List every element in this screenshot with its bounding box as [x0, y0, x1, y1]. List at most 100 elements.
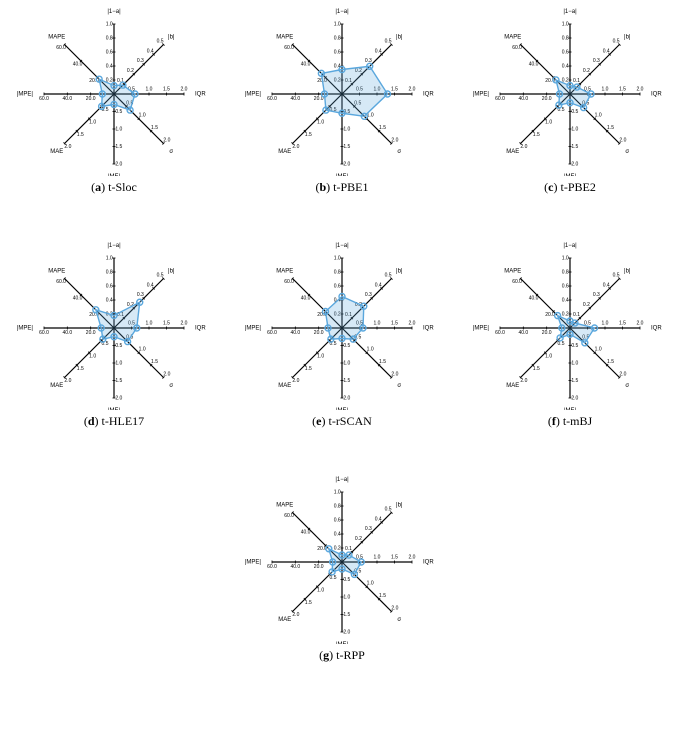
- svg-text:2.0: 2.0: [520, 378, 527, 384]
- axis-label: MAE: [506, 149, 519, 155]
- svg-text:0.5: 0.5: [571, 343, 578, 349]
- svg-text:20.0: 20.0: [314, 564, 324, 570]
- svg-text:60.0: 60.0: [284, 45, 294, 51]
- svg-text:0.8: 0.8: [334, 35, 341, 41]
- svg-text:0.4: 0.4: [334, 531, 341, 537]
- svg-text:0.4: 0.4: [603, 282, 610, 288]
- svg-text:2.0: 2.0: [64, 378, 71, 384]
- svg-text:0.8: 0.8: [106, 35, 113, 41]
- svg-text:1.5: 1.5: [151, 125, 158, 131]
- svg-text:1.0: 1.0: [571, 360, 578, 366]
- svg-text:1.5: 1.5: [379, 359, 386, 365]
- axis-label: |MPE|: [17, 92, 34, 98]
- svg-text:2.0: 2.0: [619, 371, 626, 377]
- chart-caption: (e) t-rSCAN: [228, 414, 456, 429]
- svg-text:0.5: 0.5: [157, 272, 164, 278]
- svg-text:60.0: 60.0: [56, 45, 66, 51]
- svg-text:2.0: 2.0: [391, 137, 398, 143]
- caption-tag: (a): [91, 180, 105, 194]
- axis-label: |b|: [624, 268, 631, 274]
- axis-label: MAPE: [48, 34, 65, 40]
- axis-label: σ: [397, 149, 401, 155]
- svg-text:1.5: 1.5: [571, 144, 578, 150]
- svg-text:2.0: 2.0: [64, 144, 71, 150]
- caption-text: t-PBE1: [330, 180, 368, 194]
- svg-text:60.0: 60.0: [56, 279, 66, 285]
- svg-text:0.4: 0.4: [375, 516, 382, 522]
- svg-text:40.0: 40.0: [529, 296, 539, 302]
- axis-label: |ME|: [108, 408, 121, 410]
- svg-text:60.0: 60.0: [267, 564, 277, 570]
- axis-label: |1−a|: [107, 243, 121, 249]
- svg-text:20.0: 20.0: [545, 312, 555, 318]
- svg-text:2.0: 2.0: [181, 321, 188, 327]
- axis-label: |ME|: [336, 408, 349, 410]
- svg-text:0.8: 0.8: [106, 269, 113, 275]
- svg-text:1.5: 1.5: [391, 321, 398, 327]
- figure-grid: 0.20.40.60.81.0|1−a|0.10.20.30.40.5|b|0.…: [0, 0, 685, 732]
- svg-text:40.0: 40.0: [290, 564, 300, 570]
- svg-text:1.0: 1.0: [317, 119, 324, 125]
- axis-label: |b|: [168, 268, 175, 274]
- axis-label: |MPE|: [245, 92, 262, 98]
- star-chart: 0.20.40.60.81.0|1−a|0.10.20.30.40.5|b|0.…: [228, 476, 456, 644]
- svg-text:0.5: 0.5: [385, 506, 392, 512]
- axis-label: σ: [169, 383, 173, 389]
- svg-text:2.0: 2.0: [409, 321, 416, 327]
- svg-text:40.0: 40.0: [301, 530, 311, 536]
- axis-label: IQR: [195, 326, 206, 332]
- svg-text:0.4: 0.4: [106, 297, 113, 303]
- svg-text:0.6: 0.6: [106, 49, 113, 55]
- star-chart: 0.20.40.60.81.0|1−a|0.10.20.30.40.5|b|0.…: [228, 8, 456, 176]
- svg-text:40.0: 40.0: [290, 330, 300, 336]
- svg-text:0.5: 0.5: [343, 343, 350, 349]
- chart-cell-f: 0.20.40.60.81.0|1−a|0.10.20.30.40.5|b|0.…: [456, 242, 684, 429]
- caption-text: t-Sloc: [105, 180, 137, 194]
- axis-label: |b|: [396, 268, 403, 274]
- svg-text:1.5: 1.5: [533, 366, 540, 372]
- axis-label: |b|: [624, 34, 631, 40]
- star-chart: 0.20.40.60.81.0|1−a|0.10.20.30.40.5|b|0.…: [0, 8, 228, 176]
- svg-text:2.0: 2.0: [343, 629, 350, 635]
- svg-text:1.5: 1.5: [151, 359, 158, 365]
- svg-text:0.8: 0.8: [334, 269, 341, 275]
- svg-text:0.4: 0.4: [562, 297, 569, 303]
- svg-text:1.0: 1.0: [343, 126, 350, 132]
- svg-text:1.0: 1.0: [106, 255, 113, 261]
- svg-text:20.0: 20.0: [542, 96, 552, 102]
- svg-text:0.5: 0.5: [330, 575, 337, 581]
- caption-tag: (e): [312, 414, 325, 428]
- svg-text:60.0: 60.0: [267, 96, 277, 102]
- svg-text:0.3: 0.3: [365, 526, 372, 532]
- axis-label: |MPE|: [473, 92, 490, 98]
- svg-text:2.0: 2.0: [619, 137, 626, 143]
- svg-text:1.5: 1.5: [571, 378, 578, 384]
- svg-text:1.0: 1.0: [139, 347, 146, 353]
- svg-text:0.4: 0.4: [603, 48, 610, 54]
- chart-cell-a: 0.20.40.60.81.0|1−a|0.10.20.30.40.5|b|0.…: [0, 8, 228, 195]
- svg-text:1.5: 1.5: [115, 144, 122, 150]
- svg-text:1.0: 1.0: [367, 581, 374, 587]
- svg-text:1.0: 1.0: [562, 21, 569, 27]
- axis-label: σ: [397, 383, 401, 389]
- svg-text:1.0: 1.0: [89, 353, 96, 359]
- svg-text:0.6: 0.6: [334, 283, 341, 289]
- axis-label: |b|: [396, 502, 403, 508]
- svg-text:40.0: 40.0: [73, 296, 83, 302]
- caption-tag: (g): [319, 648, 333, 662]
- svg-text:2.0: 2.0: [409, 87, 416, 93]
- axis-label: MAE: [278, 617, 291, 623]
- svg-text:1.0: 1.0: [343, 594, 350, 600]
- axis-label: σ: [397, 617, 401, 623]
- axis-label: σ: [169, 149, 173, 155]
- svg-text:60.0: 60.0: [39, 96, 49, 102]
- svg-text:20.0: 20.0: [542, 330, 552, 336]
- svg-text:0.2: 0.2: [583, 68, 590, 74]
- svg-text:1.0: 1.0: [146, 87, 153, 93]
- star-chart: 0.20.40.60.81.0|1−a|0.10.20.30.40.5|b|0.…: [456, 242, 684, 410]
- axis-label: |1−a|: [335, 477, 349, 483]
- svg-text:2.0: 2.0: [343, 161, 350, 167]
- svg-text:1.0: 1.0: [139, 113, 146, 119]
- svg-text:60.0: 60.0: [495, 96, 505, 102]
- svg-text:40.0: 40.0: [301, 62, 311, 68]
